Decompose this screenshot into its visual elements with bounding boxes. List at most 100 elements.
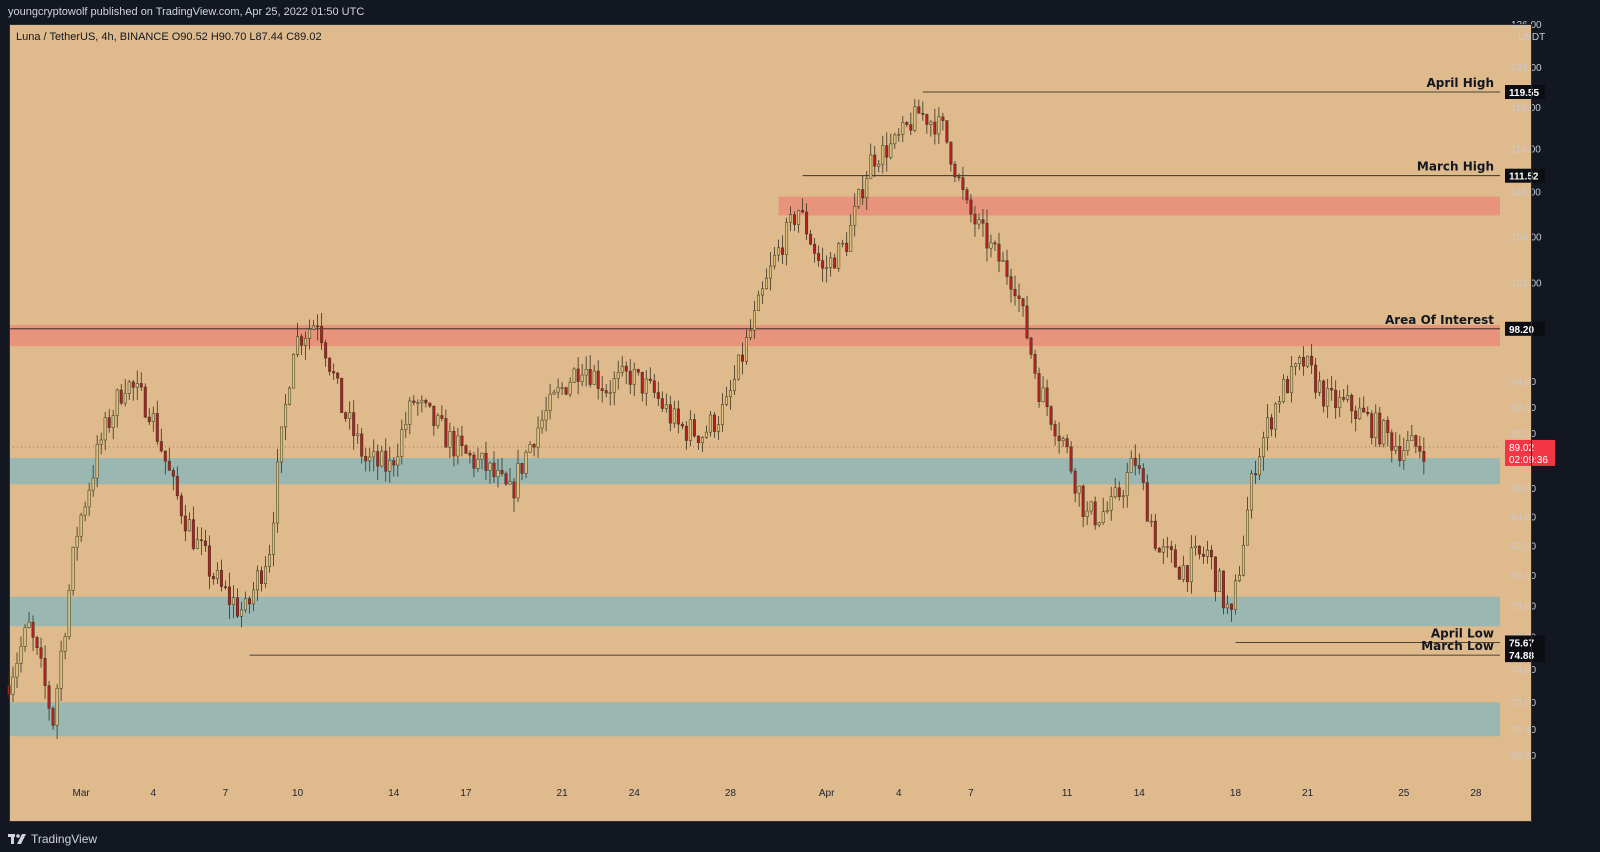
candle-body: [881, 145, 885, 165]
candle-body: [893, 134, 897, 145]
candle-body: [380, 450, 384, 467]
candle-body: [179, 495, 183, 517]
candle-body: [191, 519, 195, 549]
candle-body: [1278, 401, 1282, 405]
candle-body: [1258, 456, 1262, 476]
candle-body: [672, 408, 676, 424]
candle-body: [484, 452, 488, 471]
candle-body: [1318, 380, 1322, 393]
candle-body: [1221, 570, 1225, 609]
candle-body: [849, 224, 853, 252]
candle-body: [392, 460, 396, 466]
candle-body: [544, 410, 548, 421]
support-zone-3: [9, 596, 1500, 627]
candle-body: [516, 463, 520, 499]
candle-body: [592, 370, 596, 385]
candle-body: [1185, 565, 1189, 583]
candle-body: [861, 189, 865, 199]
y-tick-label: 94.00: [1511, 377, 1536, 388]
price-tag-bg: [1505, 85, 1545, 100]
last-price-text: 89.02: [1509, 443, 1534, 454]
candle-body: [444, 418, 448, 448]
candle-body: [504, 473, 508, 485]
candle-body: [1141, 468, 1145, 483]
candle-body: [708, 414, 712, 433]
candle-body: [163, 450, 167, 462]
candle-body: [35, 637, 39, 648]
candle-body: [1386, 420, 1390, 434]
tradingview-logo[interactable]: TradingView: [8, 832, 97, 846]
candle-body: [95, 444, 99, 479]
candle-body: [55, 688, 59, 726]
candle-body: [480, 452, 484, 460]
candle-body: [67, 590, 71, 638]
price-tag-bg: [1505, 321, 1545, 336]
candle-body: [352, 412, 356, 436]
candle-body: [572, 368, 576, 383]
y-tick-label: 126.00: [1511, 20, 1542, 31]
candle-body: [1334, 389, 1338, 409]
candle-body: [520, 463, 524, 474]
candle-body: [111, 415, 115, 428]
y-tick-label: 74.00: [1511, 665, 1536, 676]
candle-body: [761, 288, 765, 296]
candle-body: [1342, 397, 1346, 400]
candle-body: [139, 383, 143, 388]
x-tick-label: 4: [151, 788, 157, 799]
candle-body: [195, 539, 199, 549]
candle-body: [700, 437, 704, 444]
candle-body: [292, 354, 296, 389]
candle-body: [167, 460, 171, 471]
candle-body: [568, 382, 572, 395]
candle-body: [909, 124, 913, 131]
candle-body: [692, 419, 696, 437]
candle-body: [805, 211, 809, 235]
candle-body: [268, 554, 272, 567]
price-tag-text: 119.55: [1509, 88, 1539, 99]
candle-body: [512, 481, 516, 499]
candle-body: [488, 462, 492, 471]
candle-body: [1053, 424, 1057, 437]
candle-body: [428, 402, 432, 407]
candle-body: [833, 257, 837, 269]
candle-body: [652, 380, 656, 393]
candle-body: [119, 389, 123, 404]
candle-body: [1117, 487, 1121, 497]
candle-body: [1205, 549, 1209, 557]
candle-body: [552, 391, 556, 395]
y-tick-label: 122.00: [1511, 63, 1542, 74]
last-price-tag-bg: [1505, 439, 1555, 466]
level-lines-layer: [9, 91, 1500, 656]
chart-plot-area[interactable]: [9, 24, 1532, 822]
level-label: April High: [1427, 76, 1495, 90]
y-tick-label: 110.00: [1511, 188, 1541, 199]
candle-body: [1270, 417, 1274, 430]
candle-body: [945, 120, 949, 143]
tradingview-brand: TradingView: [31, 832, 98, 846]
candle-body: [203, 540, 207, 547]
candle-body: [644, 378, 648, 394]
candle-body: [1089, 501, 1093, 512]
candle-body: [845, 242, 849, 252]
candle-body: [227, 586, 231, 605]
candle-body: [853, 206, 857, 226]
candle-body: [921, 113, 925, 115]
candle-body: [1061, 438, 1065, 442]
candle-body: [316, 325, 320, 328]
candle-body: [540, 419, 544, 429]
candle-body: [1149, 520, 1153, 523]
candle-body: [460, 435, 464, 446]
candle-body: [1254, 473, 1258, 476]
candle-body: [19, 646, 23, 664]
price-axis[interactable]: [1533, 24, 1600, 822]
candle-body: [716, 424, 720, 432]
candle-body: [688, 419, 692, 441]
candle-body: [1298, 356, 1302, 364]
candle-body: [548, 393, 552, 411]
candle-body: [973, 213, 977, 225]
candle-body: [684, 425, 688, 441]
candle-body: [1073, 470, 1077, 494]
candle-body: [336, 372, 340, 379]
candle-body: [632, 369, 636, 385]
candle-body: [1201, 553, 1205, 557]
